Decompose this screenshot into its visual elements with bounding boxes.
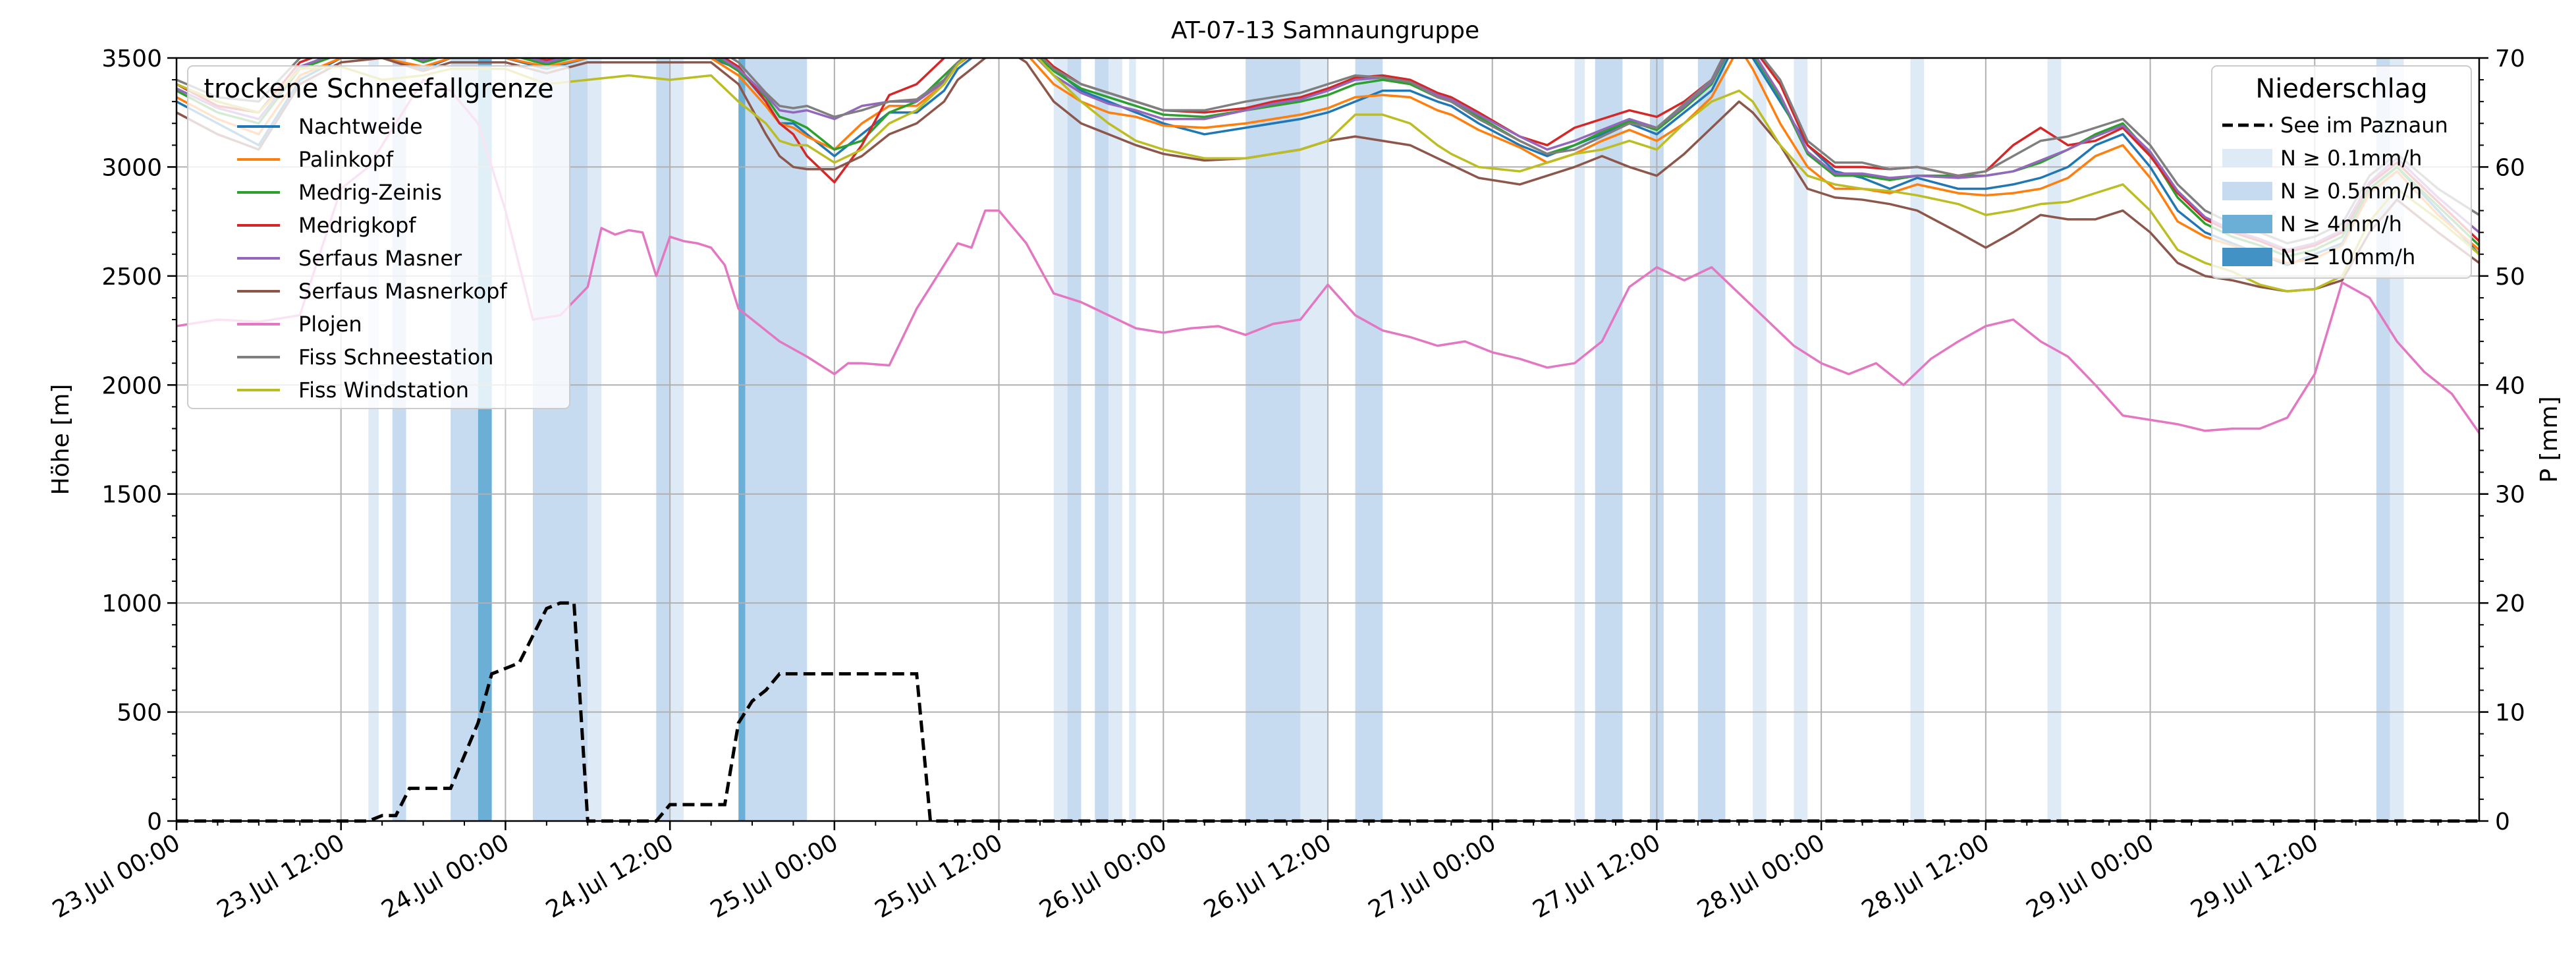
legend-right-swatch-2	[2222, 182, 2272, 200]
precip-band-13	[1109, 58, 1122, 821]
y-axis-left: 0 500 1000 1500 2000 2500 3000 3500	[101, 45, 177, 836]
x-tick-label-10: 28.Jul 00:00	[1693, 829, 1829, 923]
x-tick-label-6: 26.Jul 00:00	[1035, 829, 1171, 923]
x-tick-label-3: 24.Jul 12:00	[541, 829, 678, 923]
y-tick-label-left-2: 1000	[101, 590, 162, 617]
x-tick-label-5: 25.Jul 12:00	[871, 829, 1007, 923]
y-tick-label-right-2: 20	[2495, 590, 2525, 617]
legend-left-label-6: Plojen	[298, 312, 362, 337]
series-line-medrig-zeinis	[177, 58, 2479, 258]
precipitation-bands	[368, 58, 2404, 821]
legend-left-label-4: Serfaus Masner	[298, 246, 462, 271]
snowline-series	[177, 58, 2479, 434]
x-tick-label-0: 23.Jul 00:00	[48, 829, 184, 923]
series-line-fiss-windstation	[177, 58, 2479, 293]
legend-left-label-2: Medrig-Zeinis	[298, 180, 442, 205]
y-tick-label-right-4: 40	[2495, 372, 2525, 399]
precip-band-5	[588, 58, 602, 821]
legend-right-swatch-4	[2222, 248, 2272, 266]
legend-left-title: trockene Schneefallgrenze	[204, 74, 553, 104]
precip-band-7	[670, 58, 684, 821]
precip-band-11	[1067, 58, 1082, 821]
legend-right-box	[2211, 65, 2472, 279]
x-tick-label-8: 27.Jul 00:00	[1364, 829, 1500, 923]
precip-band-10	[1053, 58, 1068, 821]
x-axis: 23.Jul 00:00 23.Jul 12:00 24.Jul 00:00 24.J…	[48, 821, 2439, 924]
series-line-plojen	[177, 78, 2479, 434]
series-line-serfaus-masner	[177, 58, 2479, 251]
y-tick-label-right-3: 30	[2495, 482, 2525, 509]
y-tick-label-right-5: 50	[2495, 264, 2525, 291]
precip-band-9	[745, 58, 808, 821]
y-tick-label-right-0: 0	[2495, 808, 2510, 836]
x-tick-label-11: 28.Jul 12:00	[1857, 829, 1994, 923]
y-tick-label-left-6: 3000	[101, 154, 162, 181]
legend-left-label-0: Nachtweide	[298, 114, 423, 139]
precip-band-21	[1697, 58, 1726, 821]
legend-left-label-5: Serfaus Masnerkopf	[298, 279, 507, 304]
precip-band-18	[1574, 58, 1585, 821]
legend-right-label-2: N ≥ 0.5mm/h	[2280, 179, 2422, 204]
legend-right-title: Niederschlag	[2255, 74, 2427, 104]
y-axis-label-right: P [mm]	[2536, 396, 2563, 482]
precip-band-24	[1910, 58, 1925, 821]
y-tick-label-left-1: 500	[117, 700, 162, 727]
y-tick-label-right-6: 60	[2495, 154, 2525, 181]
precip-band-15	[1246, 58, 1301, 821]
y-tick-label-right-1: 10	[2495, 700, 2525, 727]
y-axis-label-left: Höhe [m]	[47, 384, 74, 496]
y-tick-label-right-7: 70	[2495, 45, 2525, 72]
legend-left-label-7: Fiss Schneestation	[298, 345, 493, 370]
legend-right-label-1: N ≥ 0.1mm/h	[2280, 146, 2422, 171]
precip-band-25	[2047, 58, 2062, 821]
precip-band-17	[1355, 58, 1383, 821]
legend-right-label-3: N ≥ 4mm/h	[2280, 212, 2402, 237]
legend-precipitation: Niederschlag See im Paznaun N ≥ 0.1mm/h N ≥…	[2211, 65, 2472, 279]
precip-band-12	[1095, 58, 1109, 821]
precip-band-19	[1595, 58, 1623, 821]
x-tick-label-9: 27.Jul 12:00	[1528, 829, 1664, 923]
y-tick-label-left-5: 2500	[101, 264, 162, 291]
x-tick-label-7: 26.Jul 12:00	[1199, 829, 1336, 923]
y-tick-label-left-7: 3500	[101, 45, 162, 72]
series-line-palinkopf	[177, 58, 2479, 264]
precip-band-22	[1753, 58, 1767, 821]
precip-band-14	[1129, 58, 1136, 821]
legend-right-label-0: See im Paznaun	[2280, 113, 2448, 138]
precip-band-8	[738, 58, 746, 821]
precip-band-23	[1794, 58, 1808, 821]
x-tick-label-2: 24.Jul 00:00	[377, 829, 513, 923]
series-line-serfaus-masnerkopf	[177, 58, 2479, 293]
x-tick-label-13: 29.Jul 12:00	[2186, 829, 2322, 923]
legend-right-swatch-1	[2222, 149, 2272, 167]
legend-snowline: trockene Schneefallgrenze Nachtweide Palin…	[187, 65, 570, 409]
x-tick-label-4: 25.Jul 00:00	[706, 829, 842, 923]
y-axis-right: 0 10 20 30 40 50 60 70	[2479, 45, 2525, 836]
y-tick-label-left-0: 0	[147, 808, 162, 836]
precip-band-6	[656, 58, 671, 821]
legend-left-label-1: Palinkopf	[298, 147, 394, 172]
legend-right-label-4: N ≥ 10mm/h	[2280, 244, 2415, 269]
chart-title: AT-07-13 Samnaungruppe	[1171, 17, 1479, 44]
y-tick-label-left-3: 1500	[101, 482, 162, 509]
x-tick-label-1: 23.Jul 12:00	[213, 829, 349, 923]
legend-left-label-3: Medrigkopf	[298, 213, 416, 238]
legend-right-swatch-3	[2222, 215, 2272, 233]
y-tick-label-left-4: 2000	[101, 372, 162, 399]
legend-left-box	[187, 65, 570, 409]
precip-band-16	[1300, 58, 1328, 821]
x-tick-label-12: 29.Jul 00:00	[2022, 829, 2158, 923]
series-line-fiss-schneestation	[177, 58, 2479, 244]
legend-left-label-8: Fiss Windstation	[298, 378, 469, 403]
